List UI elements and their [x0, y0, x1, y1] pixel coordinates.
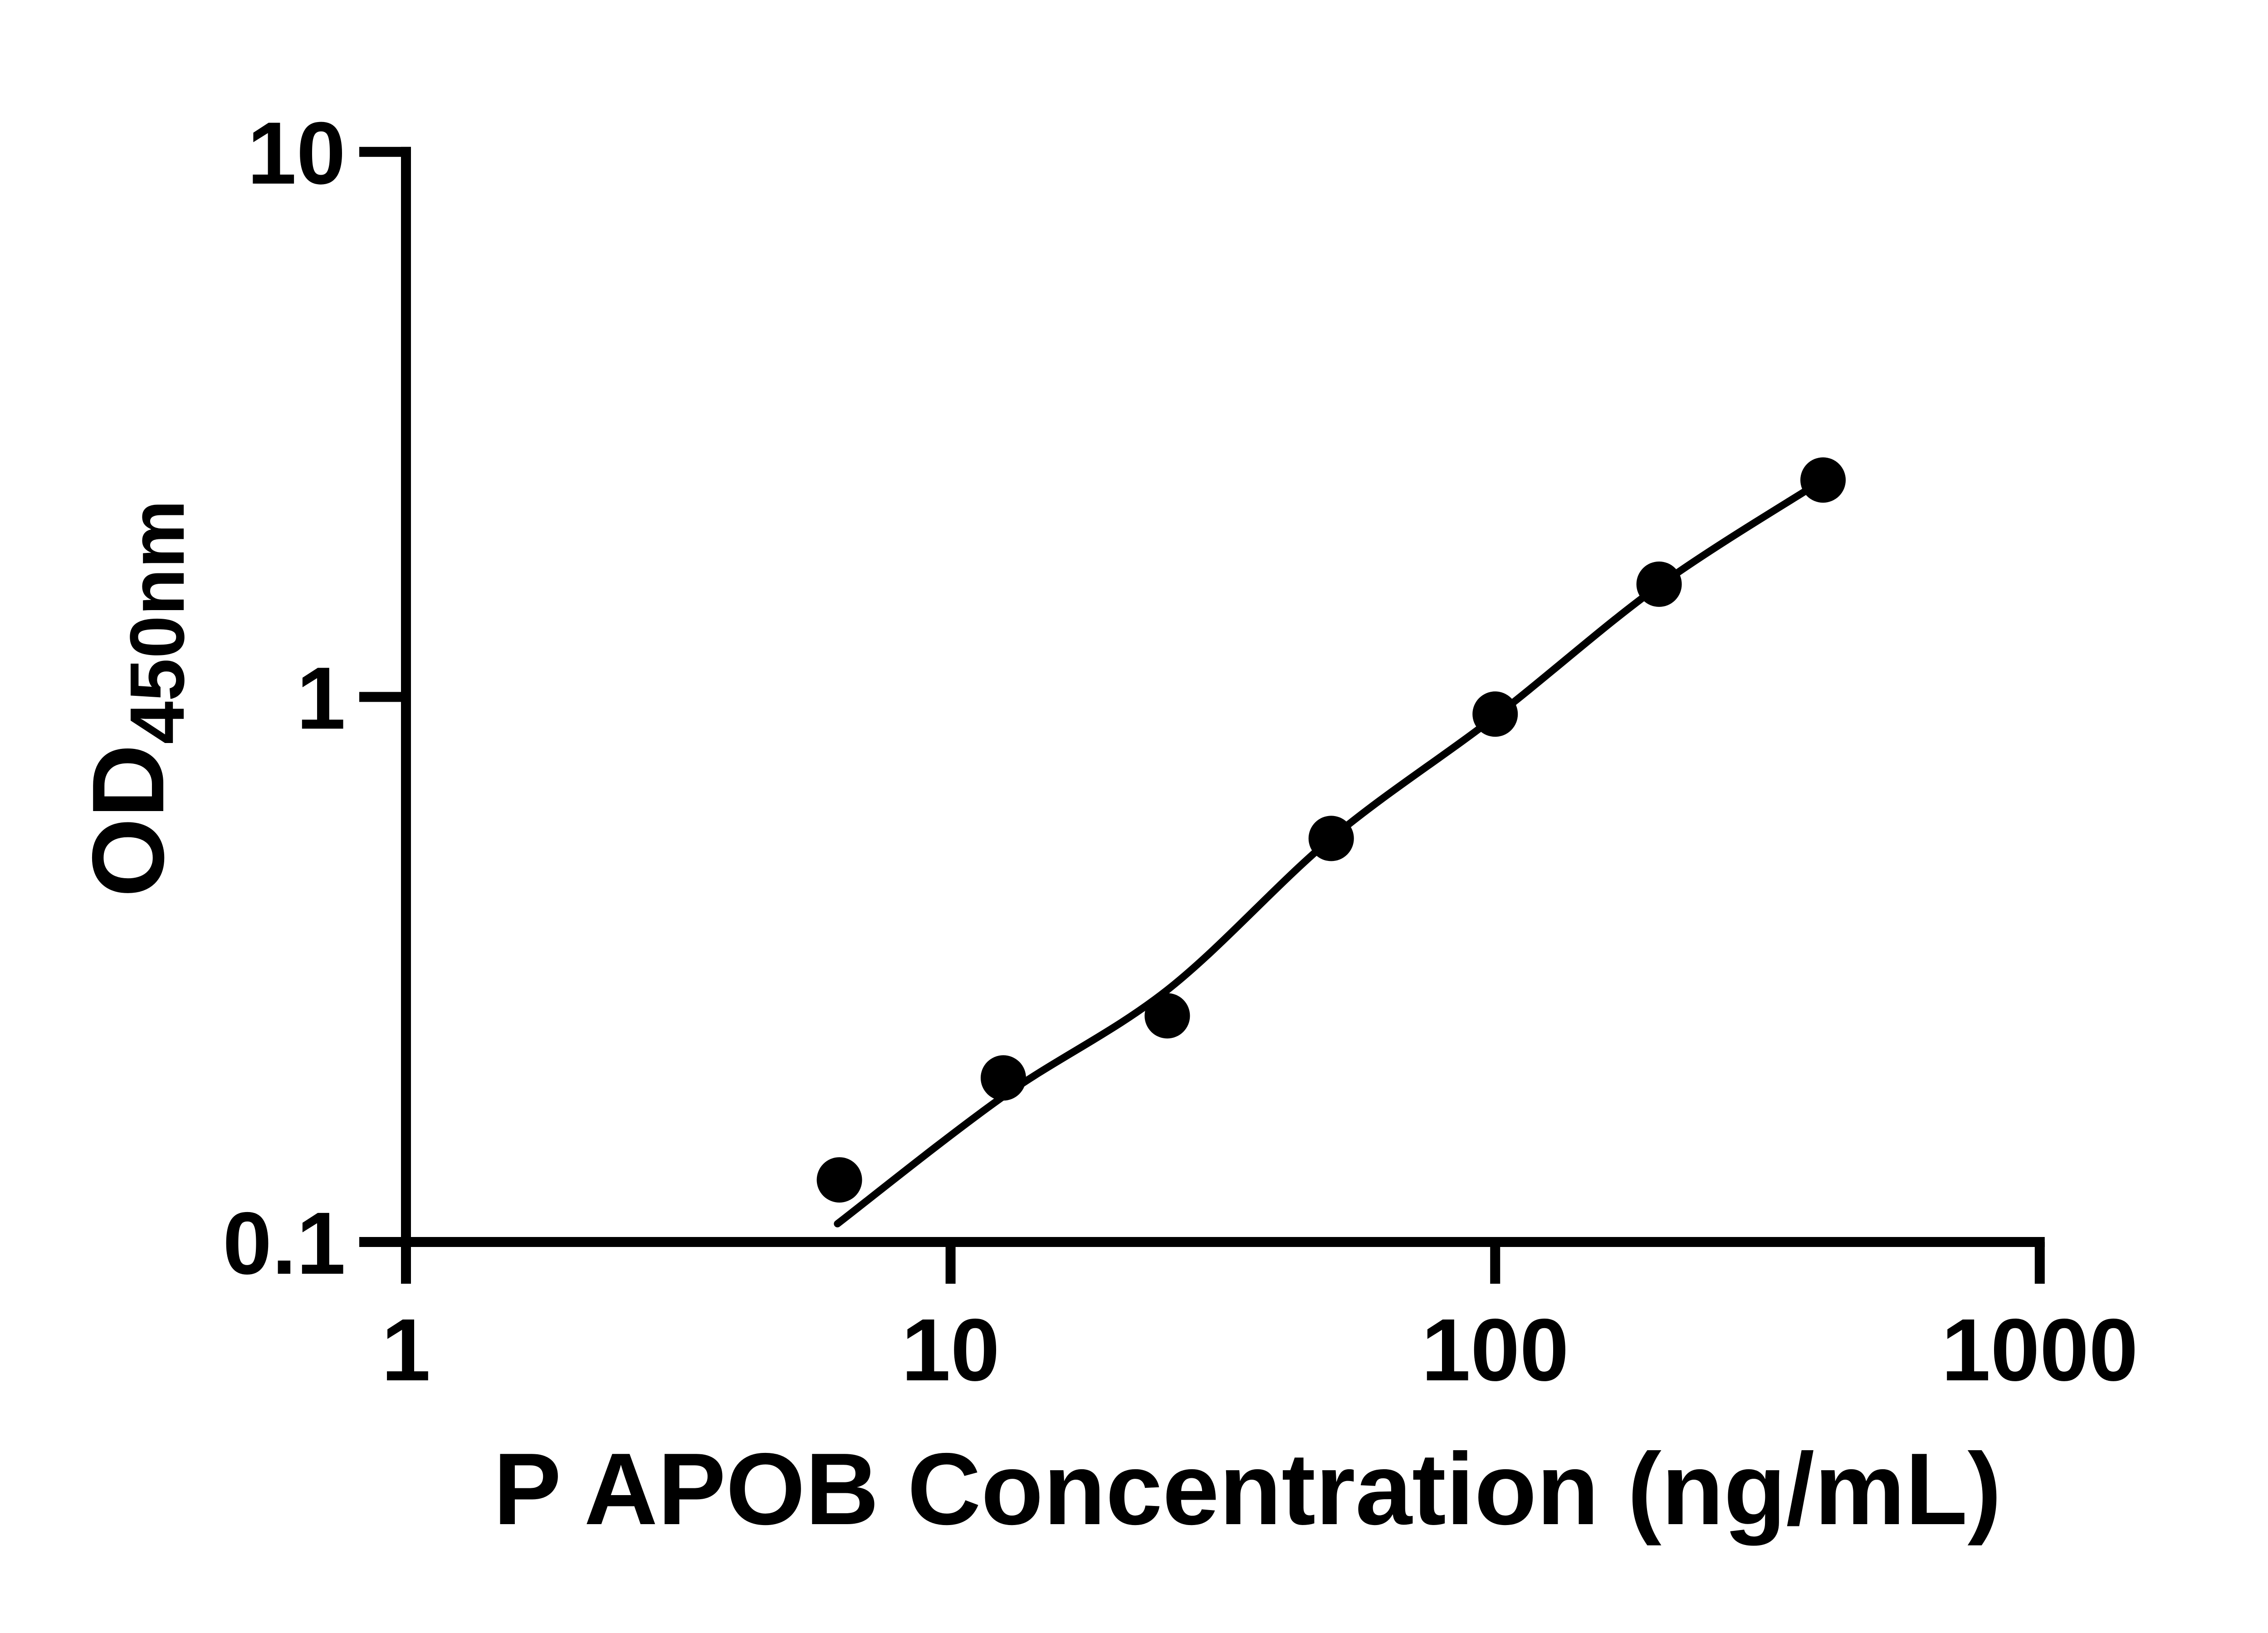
data-point-marker — [1308, 816, 1354, 861]
y-tick-label: 1 — [297, 649, 346, 748]
data-point-marker — [980, 1055, 1026, 1101]
chart-plot-area: 10 1 0.1 1 10 100 1000 — [223, 104, 2138, 1399]
x-axis-title: P APOB Concentration (ng/mL) — [493, 1432, 2001, 1546]
x-tick-label: 1000 — [1941, 1301, 2138, 1399]
data-point-marker — [1800, 457, 1846, 503]
x-tick-label: 1 — [381, 1301, 430, 1399]
y-tick-label: 0.1 — [223, 1194, 346, 1293]
y-axis-title-subscript: 450nm — [114, 500, 200, 744]
x-tick — [945, 1242, 956, 1284]
y-axis-line — [401, 147, 411, 1284]
x-tick-label: 10 — [901, 1301, 1000, 1399]
x-tick-label: 100 — [1422, 1301, 1569, 1399]
y-tick — [359, 692, 411, 702]
y-axis-title: OD450nm — [71, 500, 200, 897]
data-point-marker — [1636, 561, 1682, 607]
x-axis-line — [359, 1237, 2045, 1247]
x-tick — [2034, 1242, 2045, 1284]
y-tick-label: 10 — [247, 104, 346, 203]
data-point-marker — [816, 1157, 862, 1203]
x-tick — [1490, 1242, 1501, 1284]
y-axis-title-main: OD — [71, 744, 185, 898]
y-tick — [359, 147, 411, 157]
data-point-marker — [1144, 993, 1190, 1039]
data-point-marker — [1472, 691, 1518, 737]
